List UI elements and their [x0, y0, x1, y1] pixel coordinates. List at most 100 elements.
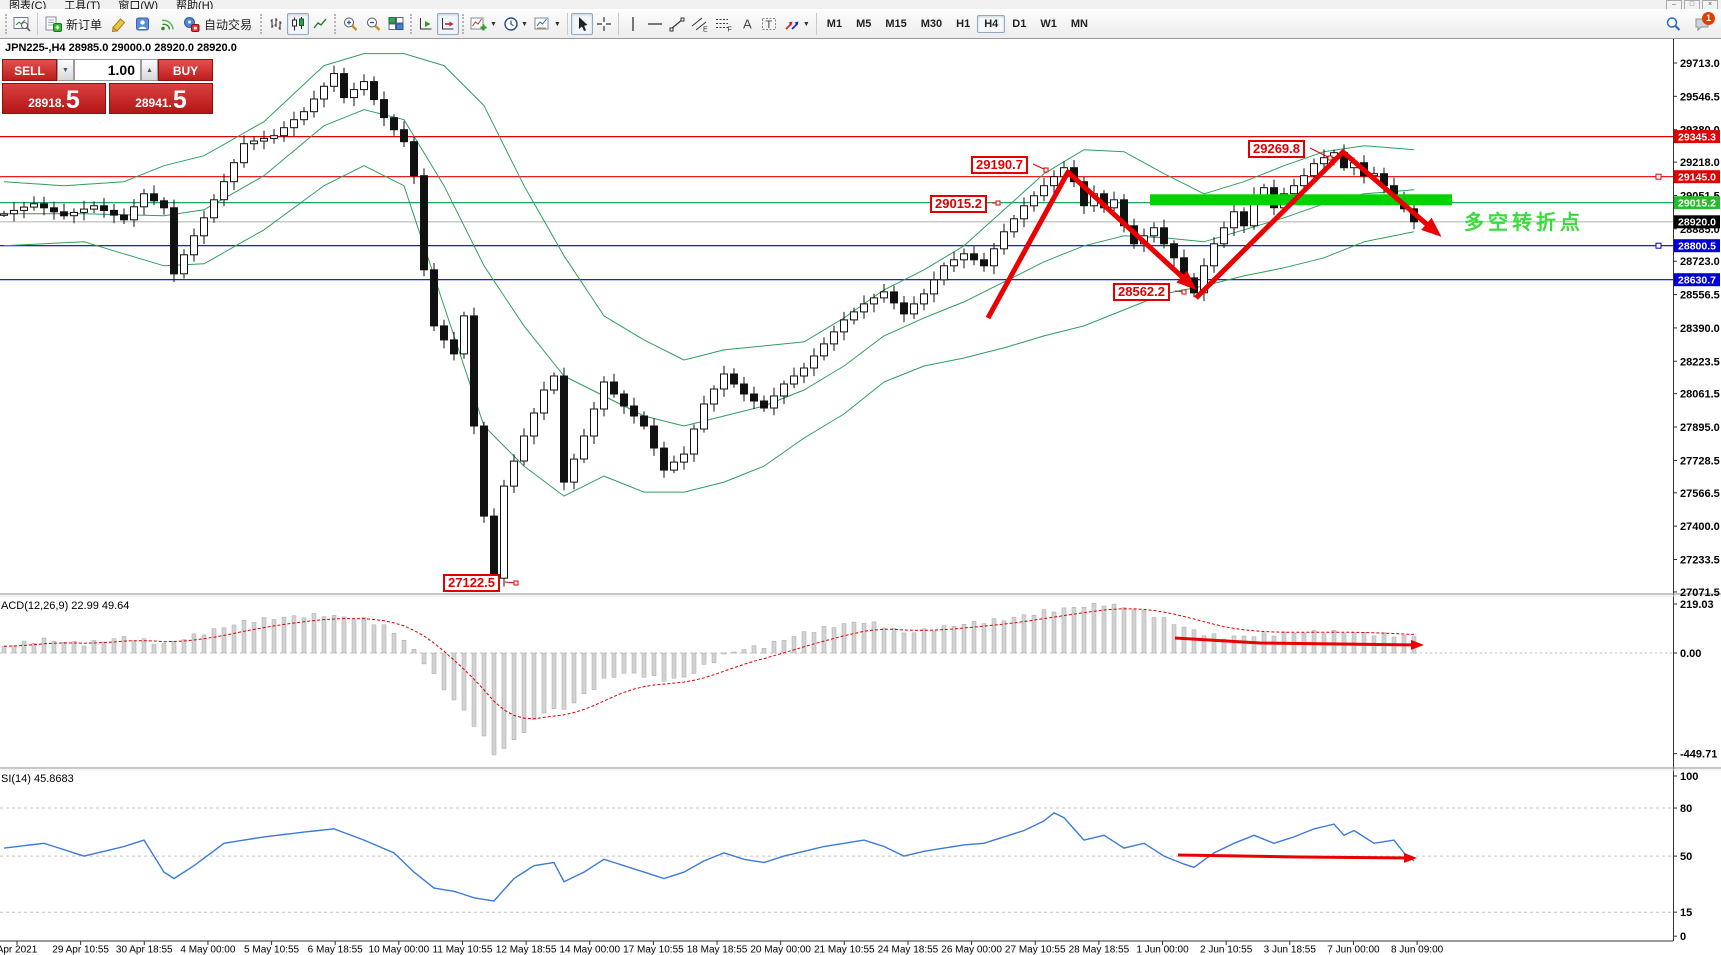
axis-tick-label: 0.00	[1680, 648, 1701, 660]
timeframe-mn[interactable]: MN	[1070, 18, 1088, 30]
channel-icon: E	[691, 17, 708, 32]
price-annotation[interactable]: 27122.5	[443, 574, 500, 592]
date-tick-label: 14 May 00:00	[559, 945, 620, 955]
axis-tick-label: 29546.5	[1680, 91, 1720, 103]
new-order-label: 新订单	[66, 17, 103, 32]
price-tag-label: 28920.0	[1678, 217, 1716, 229]
timeframe-d1[interactable]: D1	[1012, 18, 1027, 30]
timeframe-h4[interactable]: H4	[977, 15, 1006, 33]
tile-windows-icon	[388, 17, 404, 30]
trend-note[interactable]: 多空转折点	[1464, 212, 1584, 234]
auto-scroll-icon	[420, 18, 432, 30]
text-button[interactable]: A	[736, 13, 758, 35]
timeframe-m1[interactable]: M1	[826, 18, 843, 30]
chart-window: 29713.029546.529380.029218.029051.528885…	[0, 39, 1721, 955]
market-watch-icon	[111, 18, 126, 32]
restore-button[interactable]: □	[1684, 0, 1700, 9]
timeframe-m30[interactable]: M30	[920, 18, 943, 30]
macd-trend-arrow[interactable]	[1174, 636, 1424, 650]
vertical-line-button[interactable]	[622, 13, 644, 35]
candlestick-chart-button[interactable]	[287, 13, 310, 35]
date-tick-label: 4 May 00:00	[180, 945, 235, 955]
zoom-out-button[interactable]	[362, 13, 385, 35]
trendline-button[interactable]	[666, 13, 688, 35]
toolbar-grip[interactable]	[462, 14, 465, 34]
label-button[interactable]: T	[758, 13, 780, 35]
timeframe-m15[interactable]: M15	[885, 18, 907, 30]
buy-button[interactable]: BUY	[158, 59, 213, 81]
autotrading-button[interactable]: 自动交易	[179, 13, 257, 35]
rsi-indicator-label: SI(14) 45.8683	[1, 773, 74, 785]
axis-tick-label: 80	[1680, 803, 1692, 815]
date-tick-label: 2 Jun 10:55	[1200, 945, 1253, 955]
toolbar-grip[interactable]	[260, 14, 263, 34]
buy-price-button[interactable]: 28941. 5	[109, 83, 213, 114]
bar-chart-button[interactable]	[265, 13, 287, 35]
fibonacci-button[interactable]: F	[712, 13, 736, 35]
price-annotation[interactable]: 29269.8	[1248, 140, 1305, 158]
chart-profile-button[interactable]	[10, 13, 34, 35]
chart-canvas[interactable]: 29713.029546.529380.029218.029051.528885…	[0, 39, 1721, 955]
chevron-down-icon: ▼	[520, 20, 528, 28]
menu-help[interactable]: 帮助(H)	[176, 0, 214, 9]
trend-arrow[interactable]	[985, 169, 1197, 320]
market-watch-button[interactable]	[107, 13, 131, 35]
support-zone-bar[interactable]	[1150, 194, 1452, 206]
toolbar-grip[interactable]	[5, 14, 7, 34]
axis-tick-label: 27728.5	[1680, 455, 1720, 467]
menu-tools[interactable]: 工具(T)	[64, 0, 101, 9]
macd-pane	[0, 602, 1673, 756]
chart-shift-button[interactable]	[437, 13, 460, 35]
signals-button[interactable]	[155, 13, 179, 35]
date-tick-label: 11 May 10:55	[433, 945, 493, 955]
cursor-button[interactable]	[570, 13, 593, 35]
menu-chart[interactable]: 图表(C)	[9, 0, 47, 9]
menu-bar: 图表(C) 工具(T) 窗口(W) 帮助(H) – □ ×	[0, 0, 1721, 9]
templates-button[interactable]: ▼	[531, 13, 564, 35]
channel-button[interactable]: E	[688, 13, 712, 35]
separator	[617, 13, 619, 35]
arrows-button[interactable]: ▼	[780, 13, 813, 35]
toolbar-grip[interactable]	[334, 14, 337, 34]
minimize-button[interactable]: –	[1666, 0, 1682, 9]
data-window-button[interactable]	[131, 13, 155, 35]
new-order-button[interactable]: 新订单	[41, 13, 107, 35]
search-button[interactable]	[1662, 13, 1685, 35]
chevron-down-icon: ▼	[490, 20, 497, 28]
timeframe-m5[interactable]: M5	[856, 18, 872, 30]
toolbar-grip[interactable]	[410, 14, 413, 34]
rsi-trend-arrow[interactable]	[1177, 852, 1417, 863]
menu-window[interactable]: 窗口(W)	[118, 0, 159, 9]
axis-tick-label: 28556.5	[1680, 290, 1720, 302]
close-button[interactable]: ×	[1702, 0, 1718, 9]
price-annotation[interactable]: 28562.2	[1113, 283, 1170, 301]
chart-title: JPN225-,H4 28985.0 29000.0 28920.0 28920…	[5, 42, 237, 54]
volume-up-button[interactable]: ▲	[141, 59, 158, 81]
price-annotation[interactable]: 29015.2	[930, 195, 987, 213]
sell-price-button[interactable]: 28918. 5	[2, 83, 106, 114]
line-chart-button[interactable]	[309, 13, 331, 35]
community-button[interactable]: 1	[1691, 12, 1715, 35]
horizontal-line-button[interactable]	[644, 13, 666, 35]
periods-button[interactable]: ▼	[500, 13, 531, 35]
crosshair-button[interactable]	[593, 13, 615, 35]
volume-down-button[interactable]: ▼	[57, 59, 74, 81]
timeframe-h1[interactable]: H1	[956, 18, 971, 30]
axis-tick-label: 219.03	[1680, 599, 1714, 611]
indicators-button[interactable]: ▼	[467, 13, 500, 35]
auto-scroll-button[interactable]	[415, 13, 437, 35]
date-tick-label: 24 May 18:55	[878, 945, 939, 955]
sell-button[interactable]: SELL	[2, 59, 57, 81]
timeframe-w1[interactable]: W1	[1040, 18, 1057, 30]
price-annotation[interactable]: 29190.7	[971, 156, 1028, 174]
date-tick-label: 3 Jun 18:55	[1264, 945, 1317, 955]
zoom-in-button[interactable]	[339, 13, 362, 35]
sell-price-big-digit: 5	[65, 86, 80, 114]
data-window-icon	[136, 17, 150, 31]
tile-windows-button[interactable]	[385, 13, 407, 35]
trend-arrow[interactable]	[1194, 149, 1442, 300]
axis-tick-label: 29713.0	[1680, 58, 1720, 70]
date-tick-label: 20 May 00:00	[750, 945, 811, 955]
volume-input[interactable]	[74, 59, 141, 81]
